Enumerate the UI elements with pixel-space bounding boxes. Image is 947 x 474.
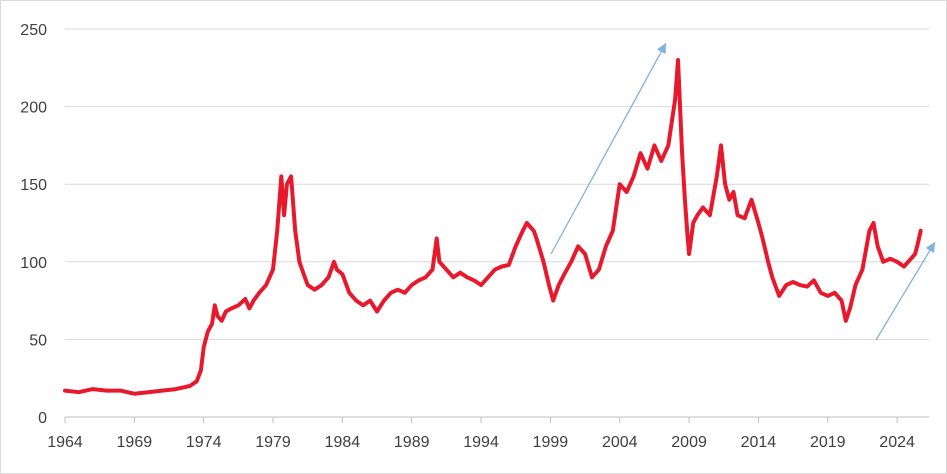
x-tick-label: 1989: [394, 434, 430, 451]
y-tick-label: 250: [20, 22, 47, 39]
x-tick-label: 1979: [255, 434, 291, 451]
grid-lines: [65, 28, 929, 340]
x-tick-label: 2014: [741, 434, 777, 451]
series-line: [63, 58, 923, 396]
x-tick-label: 1994: [463, 434, 499, 451]
x-axis-ticks: 1964 1969 1974 1979 1984 1989 1994 1999 2004 2009…: [47, 417, 915, 451]
y-tick-label: 0: [38, 410, 47, 427]
y-tick-label: 100: [20, 255, 47, 272]
x-tick-label: 2024: [879, 434, 915, 451]
x-tick-label: 2009: [671, 434, 707, 451]
y-tick-label: 50: [29, 332, 47, 349]
trend-arrow-2000s: [550, 42, 667, 255]
x-tick-label: 2004: [602, 434, 638, 451]
x-tick-label: 1984: [325, 434, 361, 451]
x-tick-label: 1964: [47, 434, 83, 451]
x-tick-label: 1969: [117, 434, 153, 451]
trend-arrows: [550, 42, 936, 341]
x-tick-label: 2019: [810, 434, 846, 451]
trend-arrow-2020s: [875, 241, 936, 341]
series-group: [63, 58, 923, 396]
y-tick-label: 200: [20, 100, 47, 117]
x-tick-label: 1999: [533, 434, 569, 451]
y-tick-label: 150: [20, 177, 47, 194]
x-tick-label: 1974: [186, 434, 222, 451]
y-axis-ticks: 0 50 100 150 200 250: [20, 22, 47, 427]
